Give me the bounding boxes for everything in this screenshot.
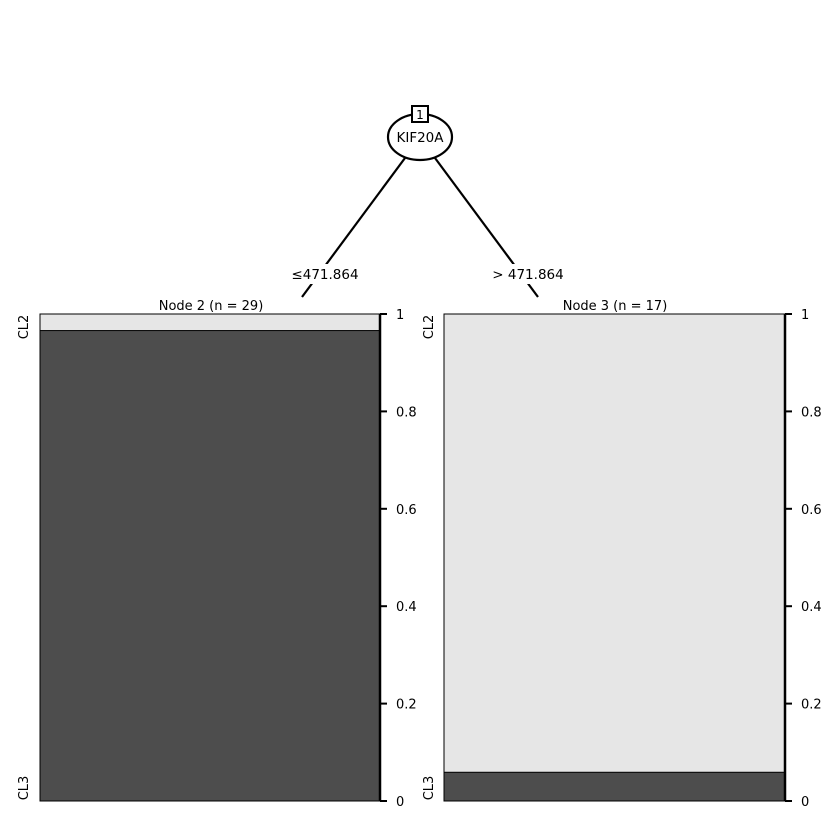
terminal-node-3: Node 3 (n = 17) CL2 CL3 0 0.2 0.4 0.6 0.8 1: [422, 299, 822, 810]
root-node-variable: KIF20A: [396, 130, 444, 146]
axis-tick-label: 1: [801, 308, 809, 323]
axis-tick-label: 0: [396, 795, 404, 810]
terminal-node-2: Node 2 (n = 29) CL2 CL3 0 0.2 0.4 0.6 0.8 1: [17, 299, 417, 810]
axis-tick-label: 0.4: [396, 600, 417, 615]
root-node-id: 1: [416, 108, 424, 122]
axis-tick-label: 0: [801, 795, 809, 810]
terminal-node-2-label-bottom: CL3: [17, 776, 32, 801]
axis-tick-label: 0.2: [801, 698, 822, 713]
terminal-node-3-title: Node 3 (n = 17): [563, 299, 668, 314]
axis-tick-label: 0.6: [396, 503, 417, 518]
terminal-node-3-label-top: CL2: [422, 315, 437, 340]
axis-tick-label: 1: [396, 308, 404, 323]
terminal-node-3-label-bottom: CL3: [422, 776, 437, 801]
root-node-id-box: [411, 105, 429, 123]
axis-tick-label: 0.4: [801, 600, 822, 615]
terminal-node-3-bar-cl2: [444, 314, 785, 773]
axis-tick-label: 0.8: [801, 405, 822, 420]
terminal-node-2-label-top: CL2: [17, 315, 32, 340]
axis-tick-label: 0.8: [396, 405, 417, 420]
axis-tick-label: 0.2: [396, 698, 417, 713]
axis-tick-label: 0.6: [801, 503, 822, 518]
edge-label-left: ≤471.864: [291, 267, 358, 283]
edge-label-right: > 471.864: [492, 267, 563, 283]
terminal-node-2-axis: 0 0.2 0.4 0.6 0.8 1: [378, 308, 417, 810]
terminal-node-2-title: Node 2 (n = 29): [159, 299, 264, 314]
terminal-node-3-axis: 0 0.2 0.4 0.6 0.8 1: [783, 308, 822, 810]
terminal-node-2-bar-cl2: [40, 314, 380, 331]
terminal-node-3-bar-cl3: [443, 771, 786, 802]
terminal-node-2-bar-cl3: [39, 330, 381, 802]
